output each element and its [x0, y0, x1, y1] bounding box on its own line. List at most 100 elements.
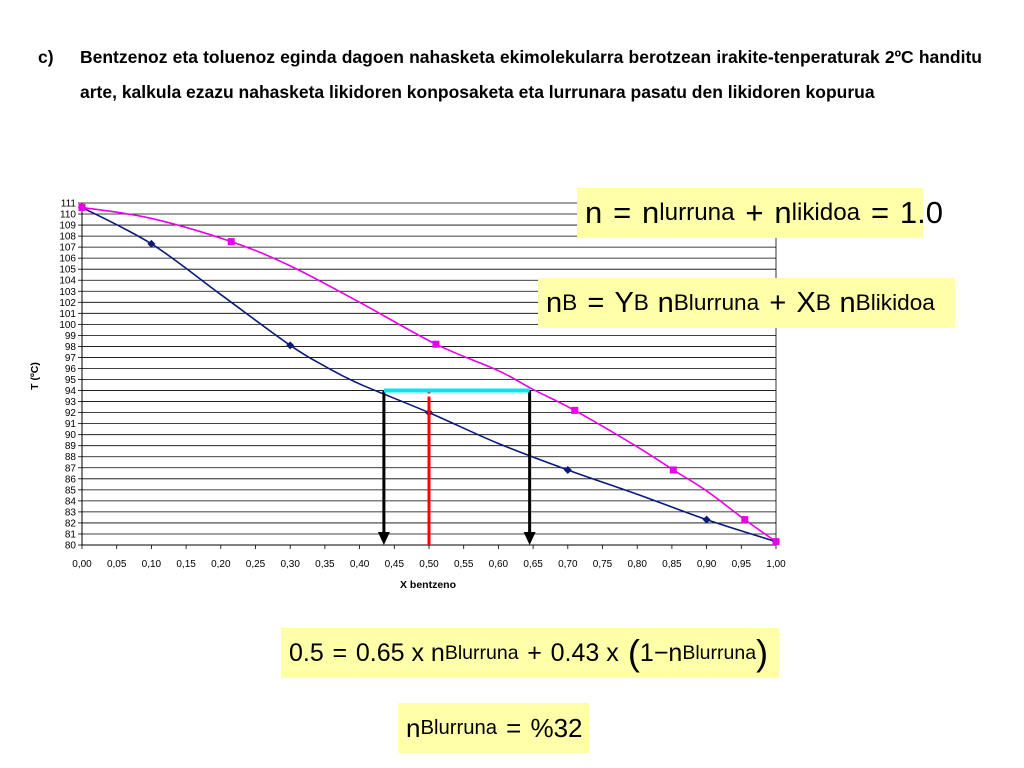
eq3-sub1: Blurruna: [444, 641, 519, 664]
x-tick-label: 0,00: [72, 559, 92, 570]
eq3-equals: =: [332, 638, 348, 667]
y-tick-label: 88: [65, 452, 77, 463]
x-tick-label: 0,10: [142, 559, 162, 570]
eq3-right-paren: ): [756, 631, 769, 673]
data-point: [432, 340, 440, 348]
y-tick-label: 86: [65, 474, 77, 485]
eq2-n-vapor: n: [657, 286, 674, 319]
x-tick-label: 0,65: [523, 559, 543, 570]
x-tick-label: 0,75: [593, 559, 613, 570]
eq2-sub-xb: B: [815, 290, 831, 315]
y-tick-label: 80: [65, 541, 77, 552]
y-tick-label: 100: [59, 320, 76, 331]
y-tick-label: 89: [65, 441, 77, 452]
data-point: [78, 203, 86, 211]
eq3-one: 1: [639, 638, 654, 667]
y-tick-label: 97: [65, 353, 77, 364]
eq3-sub2: Blurruna: [682, 641, 757, 664]
eq2-x: X: [796, 286, 816, 319]
data-point: [147, 239, 156, 248]
problem-statement: c) Bentzenoz eta toluenoz eginda dagoen …: [38, 40, 982, 110]
data-point: [702, 515, 711, 524]
y-tick-label: 92: [65, 408, 77, 419]
data-point: [286, 341, 295, 350]
eq2-sub-yb: B: [633, 290, 649, 315]
eq1-sub-vapor: lurruna: [659, 199, 735, 226]
y-tick-label: 106: [59, 254, 76, 265]
data-point: [669, 466, 677, 474]
eq1-sub-liquid: likidoa: [791, 199, 861, 226]
series-line-0: [81, 206, 777, 543]
x-tick-label: 0,70: [558, 559, 578, 570]
y-tick-label: 83: [65, 507, 77, 518]
x-tick-label: 0,85: [662, 559, 682, 570]
y-tick-label: 109: [59, 221, 76, 232]
eq2-n-b: n: [546, 286, 563, 319]
y-tick-label: 82: [65, 518, 77, 529]
eq2-sub-b: B: [562, 290, 578, 315]
x-tick-label: 0,60: [489, 559, 509, 570]
y-tick-label: 98: [65, 342, 77, 353]
y-tick-label: 108: [59, 232, 76, 243]
eq1-n: n: [585, 195, 603, 230]
problem-text: Bentzenoz eta toluenoz eginda dagoen nah…: [80, 47, 982, 102]
x-tick-label: 1,00: [766, 559, 786, 570]
y-tick-label: 93: [65, 397, 77, 408]
y-tick-label: 87: [65, 463, 77, 474]
eq2-plus: +: [769, 286, 787, 319]
x-tick-label: 0,35: [315, 559, 335, 570]
eq3-left-paren: (: [627, 631, 640, 673]
y-tick-label: 94: [65, 386, 77, 397]
data-point: [571, 406, 579, 414]
data-point: [563, 465, 572, 474]
eq4-n: n: [406, 712, 421, 743]
eq1-value: 1.0: [899, 195, 944, 230]
eq2-y: Y: [614, 286, 634, 319]
y-tick-label: 105: [59, 265, 76, 276]
eq3-minus: −: [653, 638, 669, 667]
x-tick-label: 0,45: [385, 559, 405, 570]
problem-label: c): [38, 47, 54, 67]
y-tick-label: 107: [59, 243, 76, 254]
x-tick-label: 0,25: [246, 559, 266, 570]
x-tick-label: 0,05: [107, 559, 127, 570]
equation-total-moles: n = n lurruna + n likidoa = 1.0: [577, 188, 943, 238]
x-tick-label: 0,50: [419, 559, 439, 570]
eq4-value: %32: [530, 712, 583, 743]
eq3-lhs: 0.5: [289, 638, 324, 667]
data-point: [227, 238, 235, 246]
eq3-term2: 0.43 x: [550, 638, 619, 667]
equation-result: n Blurruna = %32: [398, 703, 589, 753]
x-tick-label: 0,80: [627, 559, 647, 570]
y-axis-label: T (ºC): [29, 362, 41, 390]
x-axis-label: X bentzeno: [400, 579, 456, 591]
y-tick-label: 99: [65, 331, 77, 342]
down-arrow-head: [377, 532, 390, 545]
x-tick-label: 0,95: [732, 559, 752, 570]
eq3-term1: 0.65 x n: [355, 638, 445, 667]
eq4-sub: Blurruna: [420, 716, 498, 739]
eq2-n-liquid: n: [839, 286, 856, 319]
eq3-n: n: [668, 638, 683, 667]
y-tick-label: 84: [65, 496, 77, 507]
eq1-n-liquid: n: [774, 195, 792, 230]
y-tick-label: 91: [65, 419, 77, 430]
eq2-sub-liquid: Blikidoa: [855, 290, 935, 315]
eq4-equals: =: [506, 712, 522, 743]
eq3-plus: +: [527, 638, 542, 667]
y-tick-label: 95: [65, 375, 77, 386]
y-tick-label: 85: [65, 485, 77, 496]
y-tick-label: 111: [61, 199, 77, 210]
x-tick-label: 0,40: [350, 559, 370, 570]
x-tick-label: 0,15: [176, 559, 196, 570]
y-tick-label: 81: [65, 529, 77, 540]
x-tick-label: 0,30: [280, 559, 300, 570]
x-tick-label: 0,90: [697, 559, 717, 570]
eq1-n-vapor: n: [642, 195, 660, 230]
x-tick-label: 0,55: [454, 559, 474, 570]
eq2-sub-vapor: Blurruna: [673, 290, 760, 315]
eq1-equals: =: [613, 195, 632, 230]
data-point: [741, 516, 749, 524]
y-tick-label: 104: [59, 276, 76, 287]
